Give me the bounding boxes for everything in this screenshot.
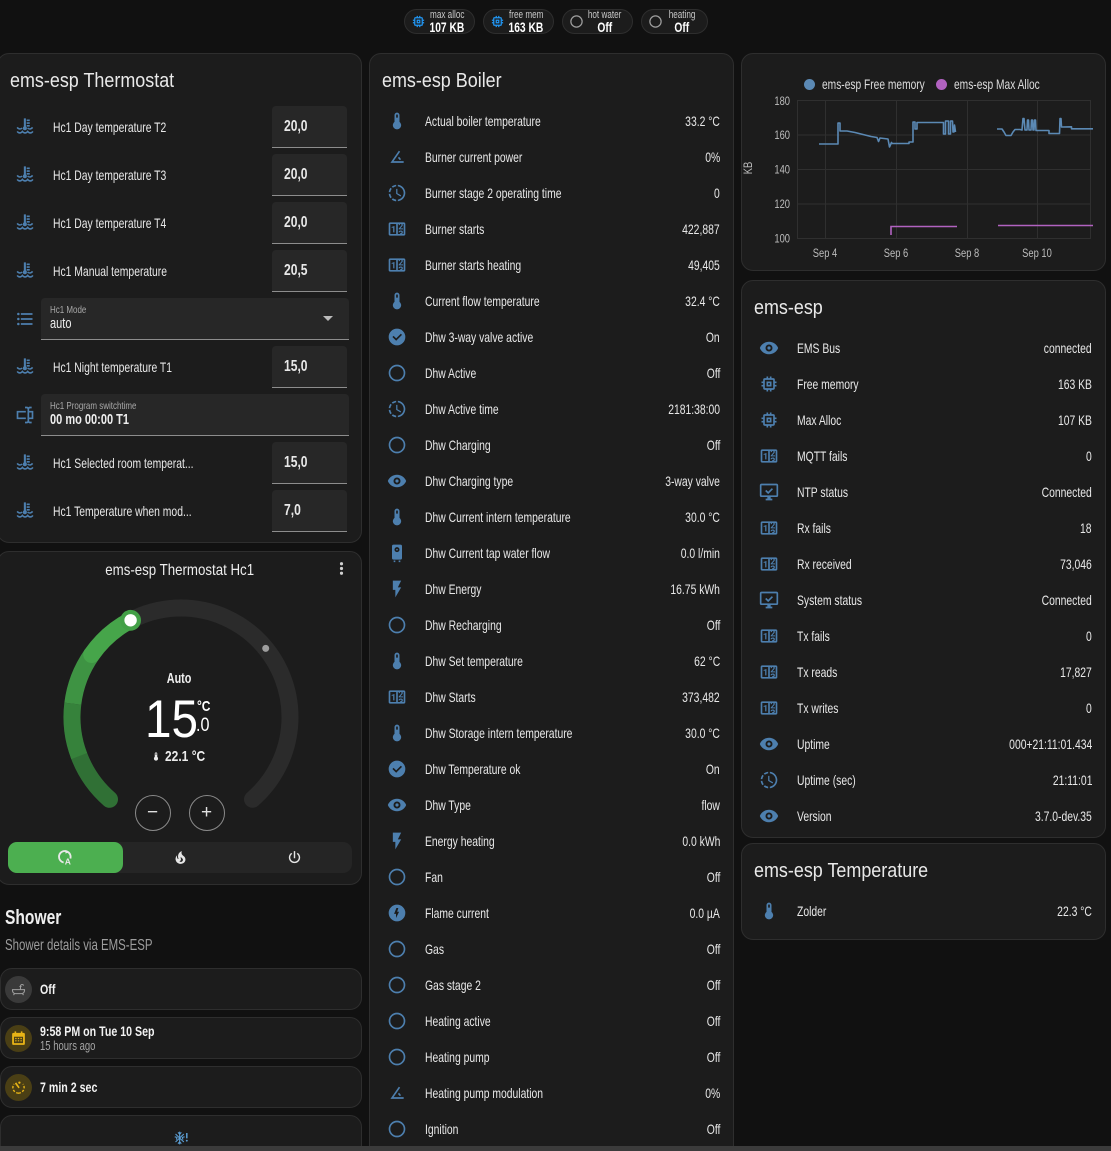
svg-text:KB: KB	[742, 162, 755, 174]
svg-text:Sep 6: Sep 6	[884, 247, 908, 260]
svg-text:180: 180	[774, 95, 790, 108]
svg-text:100: 100	[774, 232, 790, 245]
svg-text:120: 120	[774, 198, 790, 211]
svg-text:Sep 4: Sep 4	[813, 247, 837, 260]
svg-text:Sep 8: Sep 8	[955, 247, 979, 260]
svg-text:Sep 10: Sep 10	[1022, 247, 1052, 260]
svg-text:140: 140	[774, 163, 790, 176]
svg-text:160: 160	[774, 129, 790, 142]
